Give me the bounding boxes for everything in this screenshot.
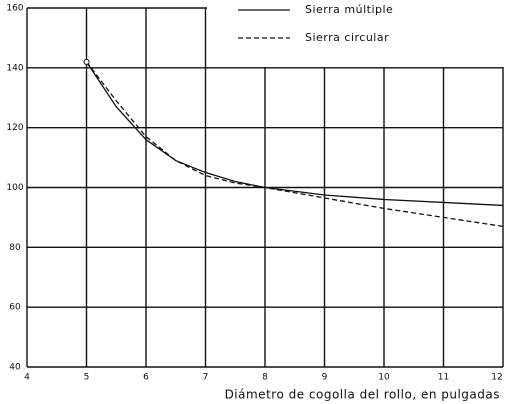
line-series [85,61,504,207]
start-marker [83,58,90,65]
y-tick-label: 40 [9,363,21,373]
legend-label: Sierra múltiple [305,3,393,16]
y-tick-label: 140 [6,63,23,73]
y-tick-label: 100 [6,183,23,193]
line-series [85,61,504,228]
y-tick-label: 120 [6,123,23,133]
x-tick-label: 5 [84,373,90,383]
x-tick-label: 4 [24,373,30,383]
x-tick-label: 7 [203,373,209,383]
x-tick-label: 9 [322,373,328,383]
x-tick-label: 11 [438,373,449,383]
x-tick-label: 12 [491,373,502,383]
x-tick-label: 10 [378,373,390,383]
y-tick-label: 60 [9,303,21,313]
y-tick-label: 160 [6,4,23,14]
x-tick-label: 6 [143,373,149,383]
legend-background [207,6,510,67]
legend-label: Sierra circular [305,31,389,44]
x-tick-label: 8 [262,373,268,383]
x-axis-label: Diámetro de cogolla del rollo, en pulgad… [225,388,500,402]
y-tick-label: 80 [9,243,21,253]
